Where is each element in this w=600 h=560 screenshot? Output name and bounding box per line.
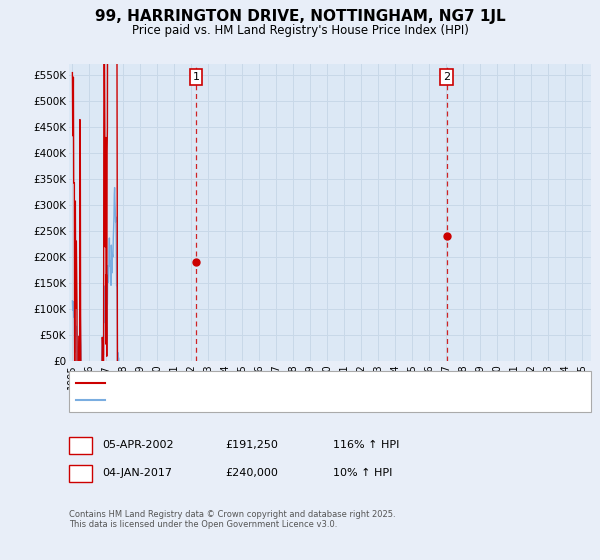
Text: 10% ↑ HPI: 10% ↑ HPI [333, 468, 392, 478]
Text: 05-APR-2002: 05-APR-2002 [102, 440, 173, 450]
Text: £240,000: £240,000 [225, 468, 278, 478]
Text: 04-JAN-2017: 04-JAN-2017 [102, 468, 172, 478]
Text: 2: 2 [443, 72, 451, 82]
Text: 99, HARRINGTON DRIVE, NOTTINGHAM, NG7 1JL: 99, HARRINGTON DRIVE, NOTTINGHAM, NG7 1J… [95, 10, 505, 24]
Text: 2: 2 [77, 466, 84, 480]
Text: 1: 1 [77, 438, 84, 452]
Text: HPI: Average price, detached house, City of Nottingham: HPI: Average price, detached house, City… [111, 395, 390, 405]
Text: 1: 1 [193, 72, 200, 82]
Text: 99, HARRINGTON DRIVE, NOTTINGHAM, NG7 1JL (detached house): 99, HARRINGTON DRIVE, NOTTINGHAM, NG7 1J… [111, 379, 442, 389]
Text: Contains HM Land Registry data © Crown copyright and database right 2025.
This d: Contains HM Land Registry data © Crown c… [69, 510, 395, 529]
Text: 116% ↑ HPI: 116% ↑ HPI [333, 440, 400, 450]
Text: Price paid vs. HM Land Registry's House Price Index (HPI): Price paid vs. HM Land Registry's House … [131, 24, 469, 38]
Text: £191,250: £191,250 [225, 440, 278, 450]
